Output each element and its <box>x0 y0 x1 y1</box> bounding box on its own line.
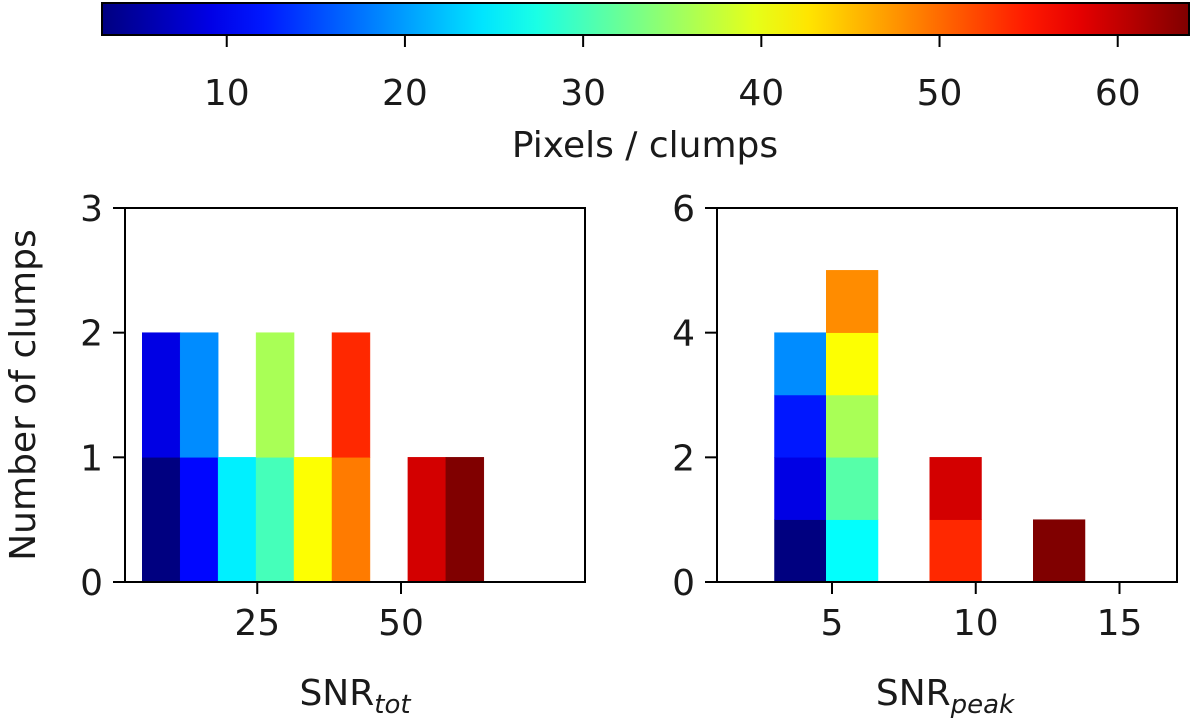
colorbar-tick-label: 10 <box>204 73 250 114</box>
y-tick-label: 6 <box>672 189 695 230</box>
histogram-bar-segment <box>929 457 982 520</box>
histogram-bar-segment <box>929 519 982 583</box>
colorbar-label: Pixels / clumps <box>512 125 778 166</box>
x-axis-label-subscript: peak <box>950 690 1015 718</box>
y-tick-label: 0 <box>80 563 103 604</box>
y-tick-label: 2 <box>80 314 103 355</box>
x-axis-label-main: SNR <box>299 673 374 714</box>
y-tick-label: 2 <box>672 438 695 479</box>
plot-frame-snr-peak <box>716 207 1178 583</box>
histogram-bar-segment <box>826 270 879 333</box>
colorbar-tick-label: 60 <box>1095 73 1141 114</box>
histogram-bar-segment <box>179 332 219 458</box>
x-axis-label-main: SNR <box>876 673 951 714</box>
ticks-snr-peak: 5 10 15 0 2 4 6 <box>672 189 1142 644</box>
y-tick-label: 0 <box>672 563 695 604</box>
y-tick-label: 1 <box>80 438 103 479</box>
x-tick-label: 5 <box>821 603 844 644</box>
histogram-bar-segment <box>179 457 219 583</box>
x-axis-label-snr-tot: SNRtot <box>299 673 411 718</box>
plot-frame-snr-tot <box>124 207 586 583</box>
histogram-snr-tot: 25 50 0 1 2 3 Number of clumps SNRtot <box>3 189 586 718</box>
histogram-bar-segment <box>826 457 879 520</box>
y-axis-label: Number of clumps <box>3 229 44 561</box>
histogram-bar-segment <box>255 332 295 458</box>
bars-snr-peak <box>774 270 1086 583</box>
histogram-bar-segment <box>255 457 295 583</box>
histogram-snr-peak: 5 10 15 0 2 4 6 SNRpeak <box>672 189 1178 718</box>
histogram-bar-segment <box>774 457 827 520</box>
histogram-bar-segment <box>826 332 879 396</box>
ticks-snr-tot: 25 50 0 1 2 3 <box>80 189 424 644</box>
x-axis-label-subscript: tot <box>374 690 411 718</box>
x-axis-label-snr-peak: SNRpeak <box>876 673 1015 718</box>
colorbar-gradient <box>101 2 1190 36</box>
histogram-bar-segment <box>142 457 181 583</box>
histogram-bar-segment <box>1033 519 1086 583</box>
y-tick-label: 3 <box>80 189 103 230</box>
histogram-bar-segment <box>331 457 371 583</box>
histogram-bar-segment <box>142 332 181 458</box>
x-tick-label: 15 <box>1097 603 1143 644</box>
histogram-bar-segment <box>774 332 827 396</box>
bars-snr-tot <box>142 332 485 583</box>
x-tick-label: 25 <box>234 603 280 644</box>
histogram-bar-segment <box>826 519 879 583</box>
x-tick-label: 10 <box>953 603 999 644</box>
colorbar: 10 20 30 40 50 60 Pixels / clumps <box>101 2 1190 166</box>
histogram-bar-segment <box>217 457 257 583</box>
histogram-bar-segment <box>293 457 333 583</box>
histogram-bar-segment <box>826 394 879 458</box>
colorbar-ticks: 10 20 30 40 50 60 <box>204 35 1141 114</box>
colorbar-tick-label: 50 <box>917 73 963 114</box>
colorbar-tick-label: 40 <box>738 73 784 114</box>
histogram-bar-segment <box>774 519 827 583</box>
y-tick-label: 4 <box>672 314 695 355</box>
histogram-bar-segment <box>407 457 447 583</box>
colorbar-tick-label: 20 <box>382 73 428 114</box>
colorbar-tick-label: 30 <box>560 73 606 114</box>
histogram-bar-segment <box>774 394 827 458</box>
histogram-bar-segment <box>331 332 371 458</box>
x-tick-label: 50 <box>378 603 424 644</box>
histogram-bar-segment <box>445 457 485 583</box>
